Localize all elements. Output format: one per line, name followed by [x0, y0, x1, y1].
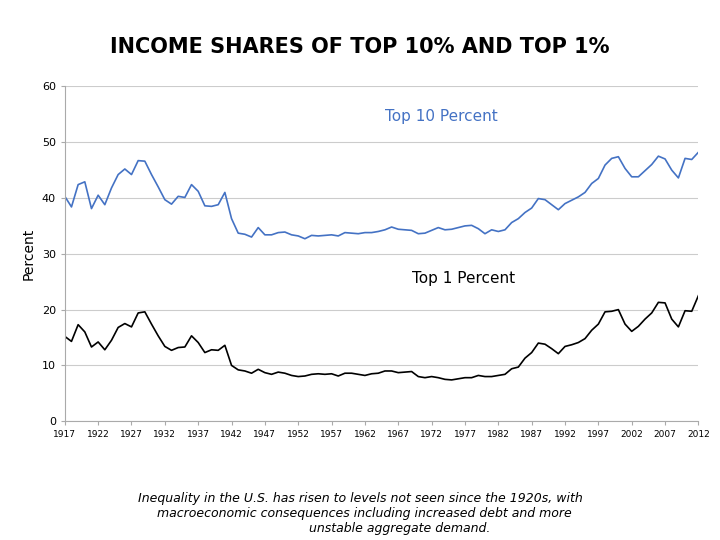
Text: Inequality in the U.S. has risen to levels not seen since the 1920s, with
  macr: Inequality in the U.S. has risen to leve…: [138, 491, 582, 535]
Text: Top 10 Percent: Top 10 Percent: [385, 109, 498, 124]
Y-axis label: Percent: Percent: [22, 228, 36, 280]
Text: INCOME SHARES OF TOP 10% AND TOP 1%: INCOME SHARES OF TOP 10% AND TOP 1%: [110, 37, 610, 57]
Text: Top 1 Percent: Top 1 Percent: [412, 271, 515, 286]
